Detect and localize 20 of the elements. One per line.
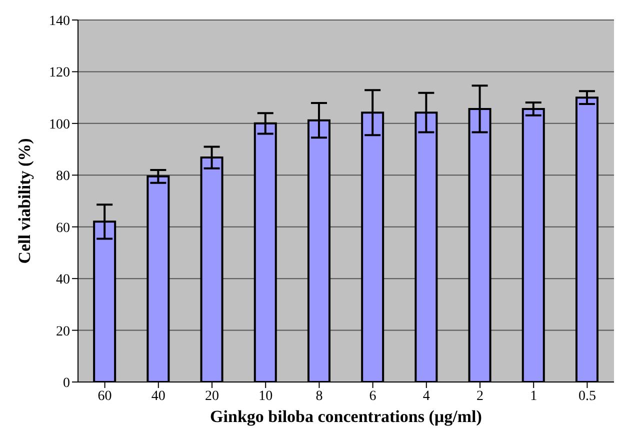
x-tick-label: 2 <box>476 388 484 404</box>
y-tick-label: 120 <box>49 66 70 81</box>
y-tick-label: 100 <box>49 117 70 132</box>
x-tick-label: 4 <box>422 388 430 404</box>
x-axis-title: Ginkgo biloba concentrations (µg/ml) <box>210 407 482 426</box>
x-tick-label: 1 <box>530 388 538 404</box>
y-tick-label: 40 <box>56 272 70 288</box>
x-tick-label: 40 <box>151 388 166 404</box>
y-tick-label: 0 <box>63 376 70 391</box>
y-tick-label: 20 <box>56 324 70 340</box>
x-tick-label: 6 <box>369 388 376 404</box>
x-tick-label: 8 <box>316 388 323 404</box>
y-axis-title: Cell viability (%) <box>15 138 34 264</box>
x-tick-label: 20 <box>205 388 219 404</box>
x-tick-label: 0.5 <box>578 388 596 404</box>
y-tick-label: 60 <box>56 220 70 236</box>
y-tick-label: 80 <box>56 169 70 184</box>
x-tick-label: 10 <box>258 388 273 404</box>
x-tick-label: 60 <box>98 388 112 404</box>
y-tick-label: 140 <box>49 14 70 29</box>
